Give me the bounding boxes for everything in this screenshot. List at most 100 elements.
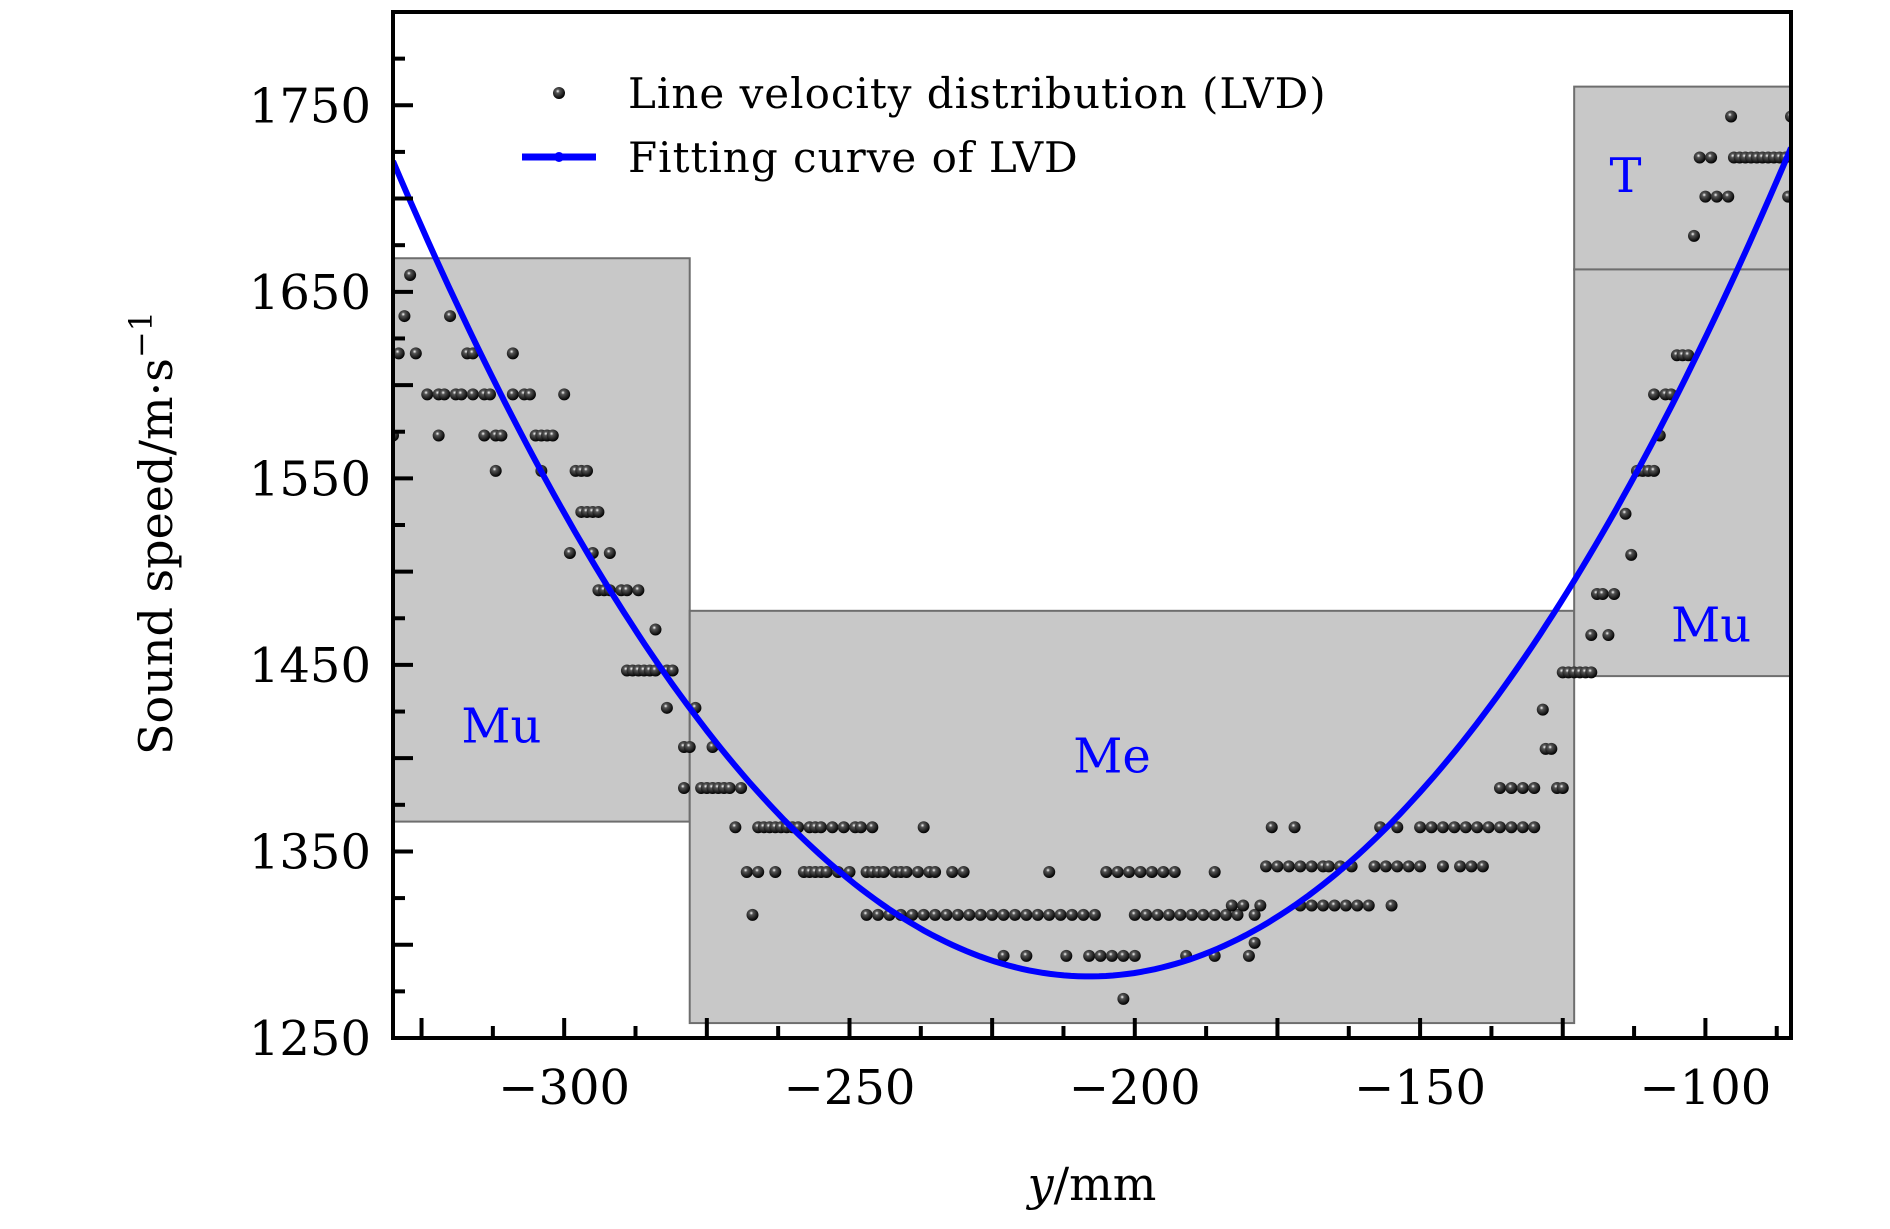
data-point	[438, 388, 451, 401]
data-point	[398, 310, 411, 323]
data-point	[1505, 782, 1518, 795]
y-tick-label: 1350	[249, 824, 371, 880]
data-point	[826, 821, 839, 834]
data-point	[1317, 899, 1330, 912]
data-point	[393, 347, 405, 360]
data-point	[1545, 742, 1558, 755]
data-point	[581, 464, 594, 477]
data-point	[478, 429, 491, 442]
data-point	[603, 546, 616, 559]
data-point	[1117, 949, 1130, 962]
data-point	[632, 584, 645, 597]
data-point	[1482, 821, 1495, 834]
data-point	[1454, 860, 1467, 873]
data-point	[409, 347, 422, 360]
data-point	[1722, 190, 1735, 203]
x-tick-label: −250	[784, 1060, 916, 1116]
data-point	[1043, 865, 1056, 878]
data-point	[1471, 821, 1484, 834]
data-point	[1596, 588, 1609, 601]
data-point	[1260, 860, 1273, 873]
data-point	[1031, 908, 1044, 921]
data-point	[1231, 908, 1244, 921]
data-point	[1465, 860, 1478, 873]
data-point	[814, 821, 827, 834]
data-point	[432, 429, 445, 442]
region-boxes	[393, 85, 1791, 1025]
data-point	[1163, 908, 1176, 921]
data-point	[1493, 821, 1506, 834]
data-point	[740, 865, 753, 878]
data-point	[1448, 821, 1461, 834]
data-point	[666, 664, 679, 677]
legend: Line velocity distribution (LVD) Fitting…	[522, 69, 1327, 182]
data-point	[1088, 908, 1101, 921]
data-point	[563, 546, 576, 559]
y-tick-label: 1750	[249, 78, 371, 134]
data-point	[1608, 588, 1621, 601]
legend-label-lvd: Line velocity distribution (LVD)	[628, 69, 1327, 118]
data-point	[1682, 349, 1695, 362]
x-axis-label-var: y	[1026, 1157, 1055, 1211]
data-point	[1242, 949, 1255, 962]
x-axis-label: y/mm	[1026, 1157, 1157, 1211]
data-point	[1020, 949, 1033, 962]
data-point	[1516, 782, 1529, 795]
data-point	[929, 908, 942, 921]
data-point	[1528, 782, 1541, 795]
data-point	[1225, 899, 1238, 912]
x-tick-label: −200	[1069, 1060, 1201, 1116]
data-point	[1248, 936, 1261, 949]
data-point	[1459, 821, 1472, 834]
region-box-t-2	[1573, 85, 1791, 271]
data-point	[1436, 860, 1449, 873]
data-point	[558, 388, 571, 401]
data-point	[997, 949, 1010, 962]
data-point	[1254, 899, 1267, 912]
legend-line-dot	[554, 152, 564, 162]
data-point	[1699, 190, 1712, 203]
region-labels: Mu Me T Mu	[461, 148, 1751, 784]
data-point	[546, 429, 559, 442]
data-point	[1414, 821, 1427, 834]
data-point	[1100, 865, 1113, 878]
data-point	[1054, 908, 1067, 921]
data-point	[1237, 899, 1250, 912]
data-point	[404, 269, 417, 282]
data-point	[1208, 865, 1221, 878]
data-point	[963, 908, 976, 921]
y-tick-label: 1250	[249, 1011, 371, 1067]
data-point	[752, 865, 765, 878]
legend-label-fit: Fitting curve of LVD	[628, 133, 1079, 182]
y-tick-label: 1450	[249, 638, 371, 694]
data-point	[1505, 821, 1518, 834]
axis-ticks: −300 −250 −200 −150 −100 1250 1350 1450 1550 1650…	[249, 10, 1779, 1116]
data-point	[1351, 899, 1364, 912]
data-point	[929, 865, 942, 878]
data-point	[911, 865, 924, 878]
data-point	[1687, 229, 1700, 242]
data-point	[1134, 865, 1147, 878]
data-point	[1105, 949, 1118, 962]
y-axis-label-main: Sound speed/m·s	[129, 358, 183, 755]
y-tick-label: 1550	[249, 451, 371, 507]
data-point	[660, 701, 673, 714]
fitting-curve	[393, 146, 1791, 980]
data-point	[860, 908, 873, 921]
data-point	[678, 782, 691, 795]
data-point	[1648, 388, 1661, 401]
data-point	[1294, 860, 1307, 873]
data-point	[489, 464, 502, 477]
data-point	[1585, 629, 1598, 642]
data-point	[649, 623, 662, 636]
region-label-me: Me	[1073, 728, 1151, 784]
data-point	[820, 865, 833, 878]
data-point	[1391, 821, 1404, 834]
y-axis-label-sup: −1	[122, 311, 160, 358]
data-point	[1117, 992, 1130, 1005]
data-point	[1008, 908, 1021, 921]
region-box-mu-3	[1573, 268, 1791, 678]
data-point	[877, 865, 890, 878]
data-point	[444, 310, 457, 323]
data-point	[1128, 908, 1141, 921]
